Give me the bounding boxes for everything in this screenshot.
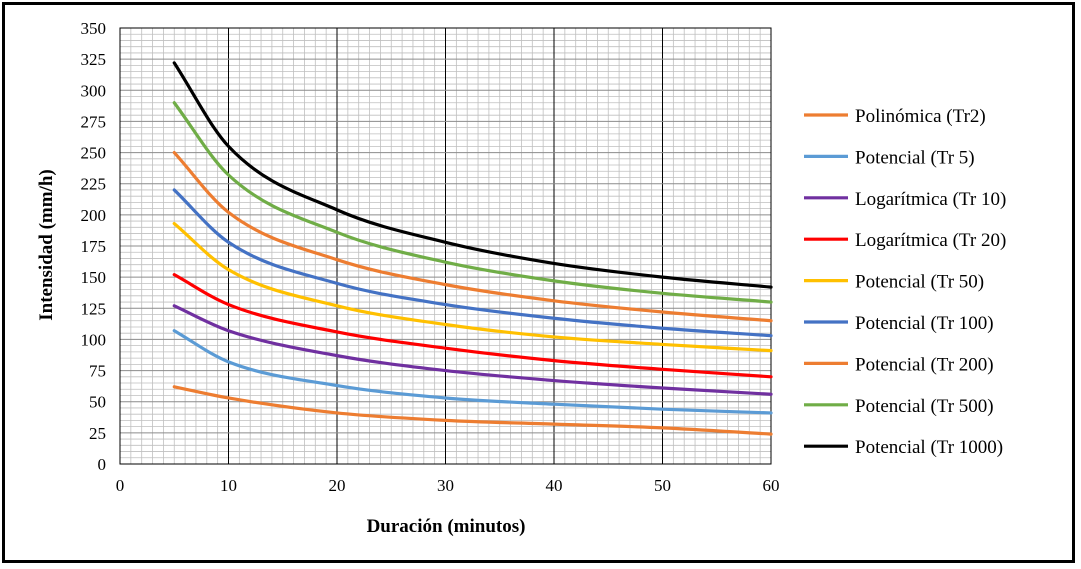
legend-label: Potencial (Tr 5): [855, 147, 975, 168]
y-tick-labels: 0 25 50 75 100 125 150 175 200 225 250 275 300 325 350: [81, 19, 107, 474]
series-line-7: [172, 150, 773, 323]
x-tick-label: 60: [763, 476, 780, 495]
legend-item: Logarítmica (Tr 20): [804, 230, 1006, 251]
x-tick-label: 40: [546, 476, 563, 495]
x-tick-label: 50: [654, 476, 671, 495]
legend-label: Potencial (Tr 100): [855, 313, 994, 334]
y-tick-label: 275: [81, 112, 107, 131]
series-line-6: [172, 188, 773, 338]
y-tick-label: 125: [81, 299, 107, 318]
major-gridlines: [119, 27, 772, 465]
series-line-9: [172, 61, 773, 289]
y-tick-label: 200: [81, 206, 107, 225]
legend-label: Potencial (Tr 1000): [855, 437, 1003, 458]
legend-item: Logarítmica (Tr 10): [804, 189, 1006, 210]
y-axis-title: Intensidad (mm/h): [36, 169, 57, 321]
x-tick-label: 0: [116, 476, 125, 495]
legend-item: Potencial (Tr 200): [804, 354, 994, 375]
y-tick-label: 300: [81, 81, 107, 100]
legend-label: Logarítmica (Tr 10): [855, 189, 1006, 210]
x-tick-label: 30: [437, 476, 454, 495]
legend-label: Polinómica (Tr2): [855, 106, 986, 127]
x-tick-label: 20: [329, 476, 346, 495]
y-tick-label: 175: [81, 237, 107, 256]
plot-area-border: [119, 27, 772, 465]
legend-label: Potencial (Tr 200): [855, 354, 994, 375]
series-line-2: [172, 329, 773, 415]
legend-item: Potencial (Tr 1000): [804, 437, 1003, 458]
legend-label: Potencial (Tr 50): [855, 272, 984, 293]
y-tick-label: 325: [81, 50, 107, 69]
x-tick-label: 10: [220, 476, 237, 495]
legend-item: Potencial (Tr 100): [804, 313, 994, 334]
y-tick-label: 25: [89, 424, 106, 443]
x-axis-title: Duración (minutos): [367, 516, 526, 537]
legend: Polinómica (Tr2) Potencial (Tr 5) Logarítm…: [804, 106, 1006, 458]
y-tick-label: 350: [81, 19, 107, 38]
y-tick-label: 100: [81, 330, 107, 349]
series-line-4: [172, 273, 773, 379]
legend-item: Potencial (Tr 50): [804, 272, 984, 293]
legend-item: Polinómica (Tr2): [804, 106, 986, 127]
series-line-3: [172, 304, 773, 396]
series-line-5: [172, 221, 773, 353]
legend-label: Potencial (Tr 500): [855, 396, 994, 417]
y-tick-label: 0: [98, 455, 107, 474]
x-tick-labels: 0 10 20 30 40 50 60: [116, 476, 780, 495]
legend-item: Potencial (Tr 500): [804, 396, 994, 417]
series-line-8: [172, 101, 773, 304]
legend-label: Logarítmica (Tr 20): [855, 230, 1006, 251]
y-tick-label: 250: [81, 144, 107, 163]
y-tick-label: 50: [89, 393, 106, 412]
y-tick-label: 225: [81, 175, 107, 194]
y-tick-label: 75: [89, 362, 106, 381]
y-tick-label: 150: [81, 268, 107, 287]
chart-frame: [2, 2, 1075, 563]
series-line-1: [172, 385, 773, 436]
legend-item: Potencial (Tr 5): [804, 147, 975, 168]
series-lines: [172, 61, 773, 436]
